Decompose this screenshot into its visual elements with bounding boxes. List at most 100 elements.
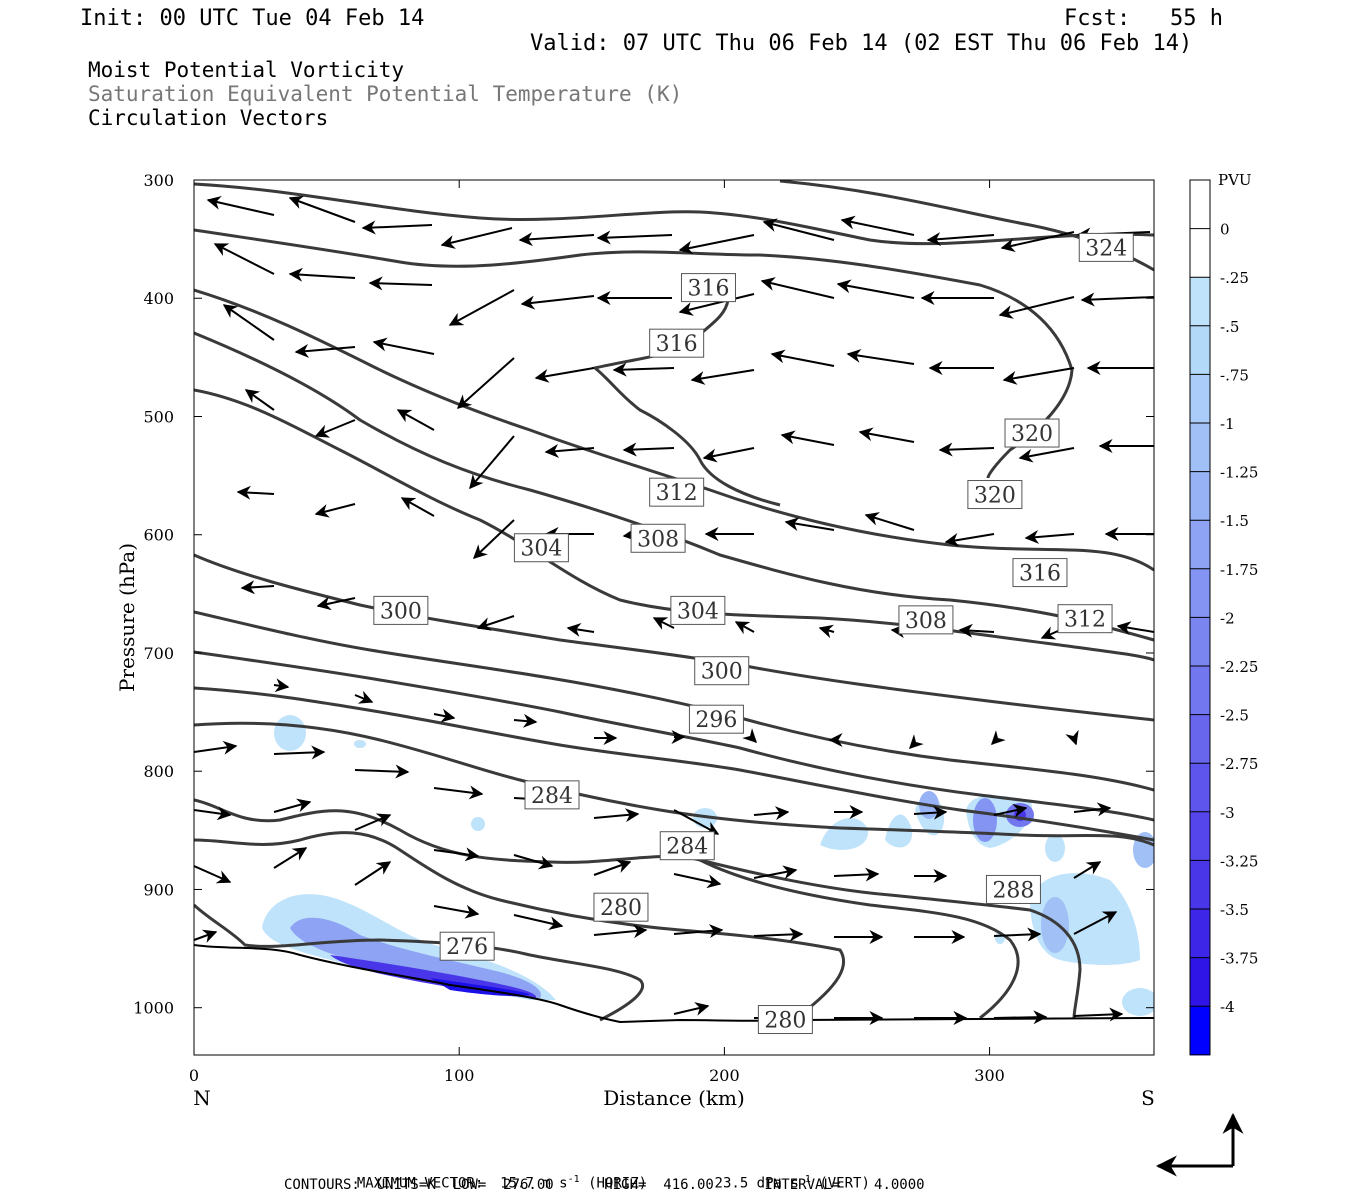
vector <box>742 728 757 743</box>
vector <box>593 924 648 939</box>
vector <box>673 873 722 889</box>
vector <box>784 517 835 531</box>
vector <box>858 427 915 443</box>
colorbar-label: -2.25 <box>1220 658 1258 676</box>
colorbar-label: -2.5 <box>1220 707 1249 725</box>
contour-label: 308 <box>637 527 679 552</box>
vector <box>288 195 356 223</box>
vector <box>566 622 595 637</box>
contour-label: 324 <box>1085 236 1127 261</box>
y-tick-label: 900 <box>143 880 174 899</box>
colorbar-label: -2 <box>1220 609 1235 627</box>
pv-area <box>354 740 366 748</box>
pv-area <box>973 798 997 842</box>
colorbar-label: -1.25 <box>1220 464 1258 482</box>
colorbar-label: -3.25 <box>1220 852 1258 870</box>
vector <box>194 865 232 884</box>
contour-label: 296 <box>695 708 737 733</box>
vector <box>1073 861 1102 879</box>
vector <box>294 343 356 358</box>
colorbar-swatch <box>1190 520 1210 570</box>
contour-label-box <box>694 656 750 686</box>
vector <box>596 230 673 245</box>
vector <box>273 745 326 760</box>
vector <box>1080 292 1154 307</box>
x-end-label-north: N <box>193 1086 211 1110</box>
pv-area <box>1041 897 1069 953</box>
colorbar-label: -.75 <box>1220 366 1249 384</box>
contour-label-box <box>513 533 569 563</box>
vector <box>354 764 410 779</box>
vector <box>354 861 392 886</box>
vector <box>913 805 948 820</box>
contour-line <box>194 288 1154 572</box>
pv-area <box>290 917 541 998</box>
contour-label-box <box>649 477 705 507</box>
contour-label: 280 <box>764 1009 806 1034</box>
contour-label-box <box>1078 232 1134 262</box>
vector <box>958 623 995 638</box>
vector <box>770 349 835 367</box>
colorbar-swatch <box>1190 617 1210 667</box>
vector <box>702 447 755 463</box>
contour-label-box <box>757 1005 813 1035</box>
vector <box>372 337 435 355</box>
vector <box>753 806 790 821</box>
vector <box>513 713 538 728</box>
vector <box>194 806 232 821</box>
exp-horiz: -1 <box>567 1174 580 1185</box>
colorbar-label: -3.75 <box>1220 950 1258 968</box>
contour-label: 300 <box>380 599 422 624</box>
colorbar-label: -.25 <box>1220 269 1249 287</box>
vector <box>909 734 924 749</box>
vector <box>753 865 798 880</box>
colorbar-swatch <box>1190 1006 1210 1056</box>
y-tick-label: 500 <box>143 407 174 426</box>
vector <box>673 924 724 939</box>
vector <box>361 220 433 235</box>
vector <box>314 419 356 438</box>
vector <box>993 927 1042 942</box>
colorbar-label: -1.75 <box>1220 561 1258 579</box>
vector <box>236 485 275 500</box>
colorbar: PVU 0 -.25 -.5 -.75 -1 -1.25 -1.5 -1.75 -2 -2.25 -2… <box>1189 171 1258 1056</box>
contour-line <box>194 553 1154 722</box>
y-tick-label: 400 <box>143 289 174 308</box>
max-vector-horiz: 15.7 m s <box>500 1175 568 1192</box>
axes: 300 400 500 600 700 800 900 1000 0 100 200 300 N S Dis… <box>115 171 1155 1110</box>
vector <box>993 803 1028 818</box>
contour-label-box <box>524 780 580 810</box>
vector <box>244 389 275 411</box>
contour-label: 312 <box>656 481 698 506</box>
vector <box>593 808 640 823</box>
contour-label-box <box>670 595 726 625</box>
vector <box>673 1002 710 1016</box>
vector <box>534 367 595 383</box>
contour-label-box <box>593 892 649 922</box>
colorbar-swatch <box>1190 374 1210 424</box>
contour-label: 276 <box>446 935 488 960</box>
contour-label: 316 <box>656 332 698 357</box>
pv-area <box>820 818 869 850</box>
contour-label-box <box>1004 418 1060 448</box>
vector <box>520 295 595 310</box>
colorbar-swatch <box>1190 568 1210 618</box>
y-tick-label: 800 <box>143 762 174 781</box>
colorbar-swatch <box>1190 180 1210 230</box>
legend-vectors: Circulation Vectors <box>88 106 329 130</box>
vector <box>1002 367 1075 385</box>
y-tick-label: 1000 <box>133 999 174 1018</box>
vector <box>1018 447 1075 463</box>
terrain-surface <box>194 944 1154 1024</box>
vector <box>593 859 632 876</box>
vert-tag: (VERT) <box>819 1175 870 1192</box>
y-tick-label: 600 <box>143 526 174 545</box>
contour-label: 316 <box>1019 562 1061 587</box>
contour-label-box <box>898 605 954 635</box>
colorbar-label: -4 <box>1220 998 1235 1016</box>
vector <box>753 927 804 942</box>
vector <box>652 617 675 630</box>
exp-vert: -1 <box>798 1174 811 1185</box>
vector <box>1065 729 1079 746</box>
contour-label-box <box>439 931 495 961</box>
